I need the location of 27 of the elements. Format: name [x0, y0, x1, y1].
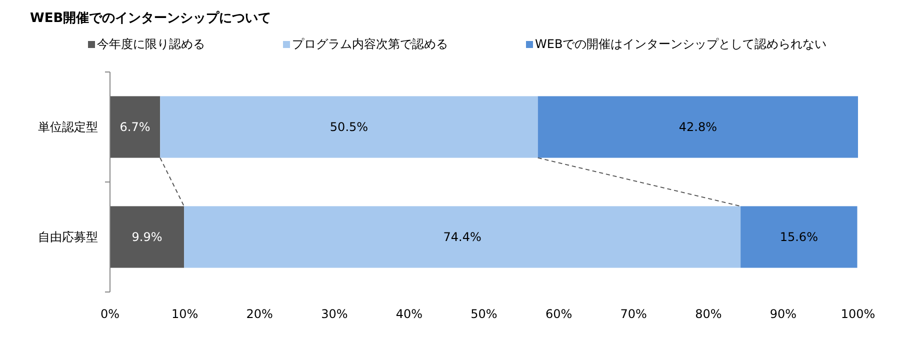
chart-title: WEB開催でのインターンシップについて [30, 10, 272, 26]
x-tick-label: 70% [620, 307, 647, 321]
data-label: 15.6% [780, 230, 818, 244]
bar [538, 96, 858, 158]
data-label: 42.8% [678, 120, 717, 134]
x-tick-label: 80% [695, 307, 722, 321]
x-tick-label: 20% [246, 307, 273, 321]
legend-label: WEBでの開催はインターンシップとして認められない [535, 37, 827, 51]
x-tick-label: 0% [100, 307, 120, 321]
data-label: 6.7% [120, 120, 150, 134]
x-tick-label: 60% [545, 307, 572, 321]
y-tick-label: 自由応募型 [38, 230, 98, 244]
x-tick-label: 90% [770, 307, 797, 321]
bar [184, 206, 741, 268]
x-tick-label: 100% [840, 307, 876, 321]
x-tick-label: 40% [396, 307, 423, 321]
x-tick-label: 30% [321, 307, 348, 321]
data-label: 50.5% [330, 120, 368, 134]
legend-label: プログラム内容次第で認める [292, 37, 448, 51]
bar [160, 96, 538, 158]
bar [740, 206, 858, 268]
y-tick-label: 単位認定型 [38, 120, 98, 134]
data-label: 74.4% [443, 230, 482, 244]
legend-label: 今年度に限り認める [97, 37, 205, 51]
data-label: 9.9% [132, 230, 162, 244]
x-tick-label: 50% [470, 307, 498, 321]
x-tick-label: 10% [171, 307, 198, 321]
